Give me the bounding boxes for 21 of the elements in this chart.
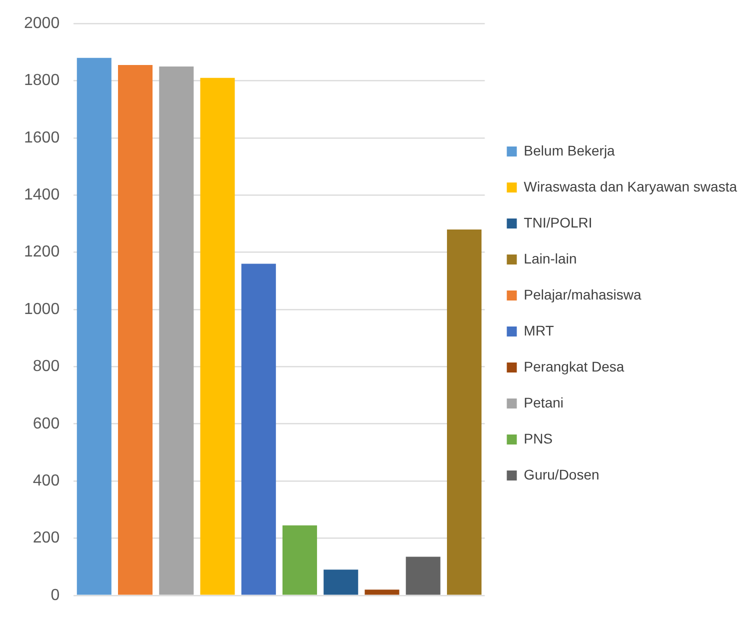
legend-label: MRT: [524, 322, 554, 338]
legend-label: Pelajar/mahasiswa: [524, 286, 642, 302]
y-tick-label: 600: [32, 415, 60, 432]
y-tick-label: 1400: [24, 186, 60, 204]
y-tick-label: 1000: [24, 300, 60, 318]
legend-label: Perangkat Desa: [524, 358, 624, 374]
y-tick-label: 0: [50, 586, 60, 604]
y-tick-label: 800: [32, 358, 60, 376]
legend-label: PNS: [524, 430, 553, 446]
legend-label: Wiraswasta dan Karyawan swasta: [524, 178, 738, 194]
y-tick-label: 1200: [24, 244, 60, 261]
y-tick-label: 2000: [24, 15, 60, 32]
y-tick-label: 1600: [24, 129, 60, 146]
legend-label: Guru/Dosen: [524, 466, 600, 482]
y-tick-label: 1800: [24, 72, 60, 90]
y-tick-label: 200: [32, 530, 60, 547]
legend-label: Belum Bekerja: [524, 142, 616, 158]
legend-label: Lain-lain: [524, 250, 577, 266]
y-tick-label: 400: [32, 472, 60, 490]
legend-label: Petani: [524, 394, 564, 410]
legend-label: TNI/POLRI: [524, 214, 592, 230]
